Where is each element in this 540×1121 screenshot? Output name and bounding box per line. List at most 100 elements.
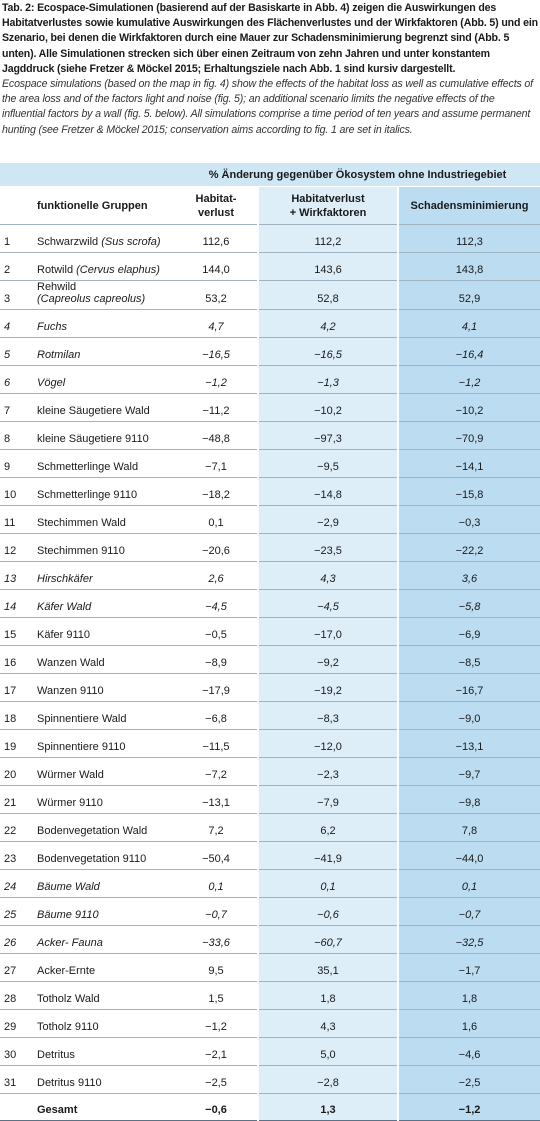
value-cell: −8,3 — [257, 701, 398, 730]
table-row: 3 Rehwild (Capreolus capreolus) 53,2 52,8 52… — [0, 280, 540, 310]
group-name-cell: Detritus — [33, 1037, 175, 1066]
value-cell: 112,6 — [175, 224, 258, 253]
value-cell: −16,5 — [257, 337, 398, 366]
table-row: 28 Totholz Wald 1,5 1,8 1,8 — [0, 981, 540, 1010]
value-cell: −4,5 — [257, 589, 398, 618]
group-name: Detritus — [37, 1049, 75, 1061]
column-header: Habitat- verlust — [175, 186, 258, 225]
group-name-cell: Acker- Fauna — [33, 925, 175, 954]
group-name-cell: Schmetterlinge Wald — [33, 449, 175, 478]
table-row: 23 Bodenvegetation 9110 −50,4 −41,9 −44,0 — [0, 841, 540, 870]
group-name: Würmer 9110 — [37, 797, 103, 809]
value-cell: −7,9 — [257, 785, 398, 814]
total-value: 1,3 — [257, 1093, 398, 1121]
group-name-cell: kleine Säugetiere Wald — [33, 393, 175, 422]
value-cell: 0,1 — [175, 505, 258, 534]
value-cell: 5,0 — [257, 1037, 398, 1066]
table-row: 27 Acker-Ernte 9,5 35,1 −1,7 — [0, 953, 540, 982]
table-row: 12 Stechimmen 9110 −20,6 −23,5 −22,2 — [0, 533, 540, 562]
value-cell: −50,4 — [175, 841, 258, 870]
table-row: 10 Schmetterlinge 9110 −18,2 −14,8 −15,8 — [0, 477, 540, 506]
value-cell: −12,0 — [257, 729, 398, 758]
value-cell: −10,2 — [396, 393, 540, 422]
value-cell: −9,5 — [257, 449, 398, 478]
value-cell: −13,1 — [396, 729, 540, 758]
table-row: 30 Detritus −2,1 5,0 −4,6 — [0, 1037, 540, 1066]
column-header: funktionelle Gruppen — [33, 186, 175, 225]
row-number: 9 — [0, 449, 33, 478]
value-cell: −44,0 — [396, 841, 540, 870]
empty-cell — [0, 186, 33, 225]
value-cell: −1,2 — [396, 365, 540, 394]
column-header-row: funktionelle Gruppen Habitat- verlust Ha… — [0, 186, 540, 225]
group-name-cell: Wanzen 9110 — [33, 673, 175, 702]
table-row: 14 Käfer Wald −4,5 −4,5 −5,8 — [0, 589, 540, 618]
row-number: 28 — [0, 981, 33, 1010]
row-number: 21 — [0, 785, 33, 814]
value-cell: −5,8 — [396, 589, 540, 618]
value-cell: −8,9 — [175, 645, 258, 674]
value-cell: 2,6 — [175, 561, 258, 590]
total-row: Gesamt −0,6 1,3 −1,2 — [0, 1093, 540, 1121]
value-cell: 53,2 — [175, 280, 258, 310]
row-number: 17 — [0, 673, 33, 702]
row-number: 16 — [0, 645, 33, 674]
value-cell: 3,6 — [396, 561, 540, 590]
value-cell: −20,6 — [175, 533, 258, 562]
value-cell: −2,8 — [257, 1065, 398, 1094]
value-cell: 1,8 — [396, 981, 540, 1010]
group-name: Acker- Fauna — [37, 937, 103, 949]
value-cell: −9,7 — [396, 757, 540, 786]
group-name-cell: kleine Säugetiere 9110 — [33, 421, 175, 450]
value-cell: −7,1 — [175, 449, 258, 478]
group-header: % Änderung gegenüber Ökosystem ohne Indu… — [175, 163, 540, 187]
group-name-cell: Totholz Wald — [33, 981, 175, 1010]
group-name-cell: Hirschkäfer — [33, 561, 175, 590]
value-cell: −60,7 — [257, 925, 398, 954]
value-cell: −33,6 — [175, 925, 258, 954]
group-name-cell: Bäume Wald — [33, 869, 175, 898]
value-cell: 0,1 — [175, 869, 258, 898]
row-number: 13 — [0, 561, 33, 590]
table-row: 22 Bodenvegetation Wald 7,2 6,2 7,8 — [0, 813, 540, 842]
group-name-cell: Bäume 9110 — [33, 897, 175, 926]
value-cell: 143,6 — [257, 252, 398, 281]
table-row: 31 Detritus 9110 −2,5 −2,8 −2,5 — [0, 1065, 540, 1094]
group-name-cell: Bodenvegetation 9110 — [33, 841, 175, 870]
group-name: Bäume Wald — [37, 881, 100, 893]
value-cell: −6,8 — [175, 701, 258, 730]
value-cell: −1,3 — [257, 365, 398, 394]
group-name-cell: Stechimmen 9110 — [33, 533, 175, 562]
group-name: Bodenvegetation Wald — [37, 825, 148, 837]
value-cell: −1,2 — [175, 365, 258, 394]
value-cell: 7,8 — [396, 813, 540, 842]
group-name-cell: Rotmilan — [33, 337, 175, 366]
value-cell: 6,2 — [257, 813, 398, 842]
table-row: 9 Schmetterlinge Wald −7,1 −9,5 −14,1 — [0, 449, 540, 478]
row-number: 6 — [0, 365, 33, 394]
value-cell: 143,8 — [396, 252, 540, 281]
value-cell: 112,3 — [396, 224, 540, 253]
value-cell: −0,6 — [257, 897, 398, 926]
group-name: Hirschkäfer — [37, 573, 93, 585]
value-cell: −48,8 — [175, 421, 258, 450]
row-number: 5 — [0, 337, 33, 366]
value-cell: 35,1 — [257, 953, 398, 982]
group-name: Käfer Wald — [37, 601, 92, 613]
group-name-cell: Würmer Wald — [33, 757, 175, 786]
group-name: Schwarzwild — [37, 236, 99, 248]
value-cell: 144,0 — [175, 252, 258, 281]
value-cell: −2,5 — [175, 1065, 258, 1094]
value-cell: −17,0 — [257, 617, 398, 646]
row-number: 22 — [0, 813, 33, 842]
group-name-cell: Spinnentiere 9110 — [33, 729, 175, 758]
group-name: Rotmilan — [37, 349, 81, 361]
empty-cell — [33, 163, 175, 187]
row-number: 10 — [0, 477, 33, 506]
column-header: Schadensminimierung — [396, 186, 540, 225]
table-row: 7 kleine Säugetiere Wald −11,2 −10,2 −10,2 — [0, 393, 540, 422]
group-name: Wanzen Wald — [37, 657, 105, 669]
group-name: Spinnentiere Wald — [37, 713, 127, 725]
